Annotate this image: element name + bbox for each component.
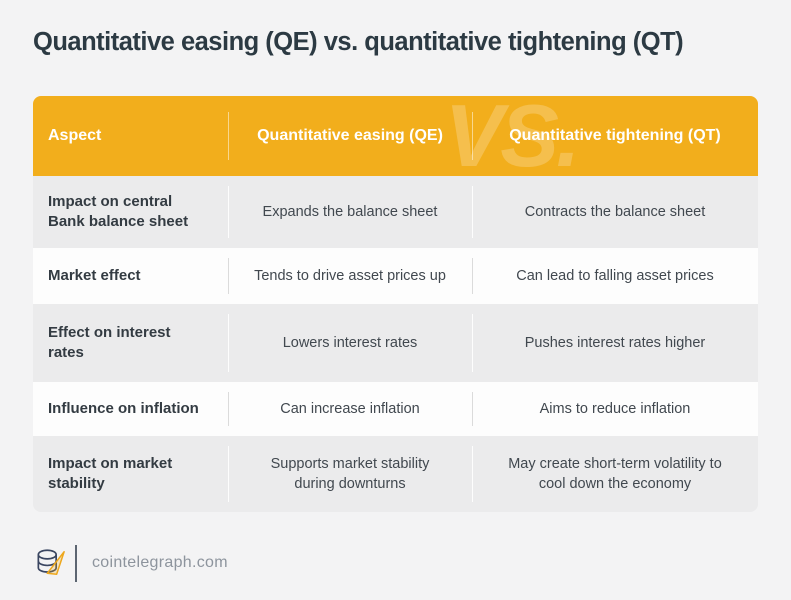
column-divider bbox=[472, 112, 473, 160]
footer-divider bbox=[75, 544, 77, 582]
cointelegraph-logo-icon bbox=[37, 549, 65, 575]
qe-cell: Tends to drive asset prices up bbox=[254, 268, 446, 284]
column-divider bbox=[228, 186, 229, 238]
qt-cell: Contracts the balance sheet bbox=[524, 204, 706, 220]
column-divider bbox=[472, 446, 473, 502]
column-divider bbox=[472, 392, 473, 426]
column-divider bbox=[228, 314, 229, 372]
table-row-market-effect: Market effect Tends to drive asset price… bbox=[33, 248, 758, 304]
qe-cell: Supports market stability during downtur… bbox=[270, 456, 430, 492]
column-divider bbox=[472, 186, 473, 238]
column-divider bbox=[472, 314, 473, 372]
footer: cointelegraph.com bbox=[36, 543, 228, 583]
table-header-row: VS. Aspect Quantitative easing (QE) Quan… bbox=[33, 96, 758, 176]
column-divider bbox=[228, 112, 229, 160]
table-row-interest-rates: Effect on interest rates Lowers interest… bbox=[33, 304, 758, 382]
qe-cell: Expands the balance sheet bbox=[262, 204, 438, 220]
column-divider bbox=[472, 258, 473, 294]
table-row-inflation: Influence on inflation Can increase infl… bbox=[33, 382, 758, 436]
site-url: cointelegraph.com bbox=[92, 554, 228, 571]
comparison-table: VS. Aspect Quantitative easing (QE) Quan… bbox=[33, 96, 758, 512]
qe-cell: Lowers interest rates bbox=[282, 335, 418, 351]
column-header-qt: Quantitative tightening (QT) bbox=[509, 127, 721, 144]
qe-cell: Can increase inflation bbox=[280, 401, 420, 417]
column-divider bbox=[228, 446, 229, 502]
table-row-balance-sheet: Impact on central Bank balance sheet Exp… bbox=[33, 176, 758, 248]
qt-cell: May create short-term volatility to cool… bbox=[508, 456, 722, 492]
column-header-qe: Quantitative easing (QE) bbox=[257, 127, 443, 144]
row-aspect-label: Impact on market stability bbox=[48, 455, 173, 492]
page-title: Quantitative easing (QE) vs. quantitativ… bbox=[33, 28, 684, 56]
row-aspect-label: Market effect bbox=[48, 267, 141, 285]
qt-cell: Pushes interest rates higher bbox=[524, 335, 706, 351]
qt-cell: Can lead to falling asset prices bbox=[516, 268, 714, 284]
column-divider bbox=[228, 258, 229, 294]
qt-cell: Aims to reduce inflation bbox=[539, 401, 691, 417]
row-aspect-label: Impact on central Bank balance sheet bbox=[48, 193, 189, 230]
column-header-aspect: Aspect bbox=[48, 127, 102, 144]
column-divider bbox=[228, 392, 229, 426]
table-row-market-stability: Impact on market stability Supports mark… bbox=[33, 436, 758, 512]
row-aspect-label: Influence on inflation bbox=[48, 400, 199, 418]
row-aspect-label: Effect on interest rates bbox=[48, 324, 171, 361]
